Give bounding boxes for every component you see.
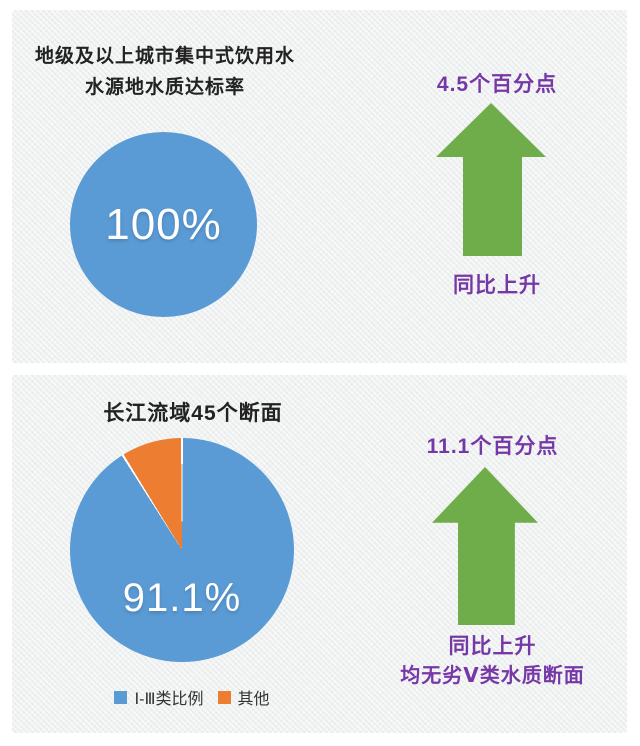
up-arrow-icon (436, 103, 546, 256)
yangtze-chart-title: 长江流域45个断面 (103, 402, 283, 425)
panel-drinking-water: 地级及以上城市集中式饮用水 水源地水质达标率 100% 4.5个百分点 同比上升 (12, 10, 627, 363)
circle-value-label: 100% (105, 199, 222, 249)
change-value-text: 11.1个百分点 (426, 435, 559, 458)
legend-label: Ⅰ-Ⅲ类比例 (134, 691, 204, 708)
pie-value-label: 91.1% (122, 576, 242, 620)
change-note-label: 均无劣Ⅴ类水质断面 (400, 665, 585, 687)
chart-title-line1: 地级及以上城市集中式饮用水 (34, 46, 295, 67)
legend: Ⅰ-Ⅲ类比例 其他 (12, 685, 372, 709)
change-direction-label: 同比上升 (448, 635, 537, 658)
legend-swatch-blue-icon (114, 690, 128, 704)
full-pie-circle: 100% (70, 132, 257, 317)
panel-yangtze-sections: 长江流域45个断面 91.1% Ⅰ-Ⅲ类比例 其他 11.1个百分点 同比上升 … (12, 375, 627, 733)
legend-item: 其他 (217, 685, 270, 709)
legend-swatch-orange-icon (217, 690, 231, 704)
change-value-text: 4.5个百分点 (436, 73, 558, 96)
legend-item: Ⅰ-Ⅲ类比例 (114, 685, 204, 709)
pie-chart: 91.1% (70, 438, 294, 662)
chart-title-line2: 水源地水质达标率 (84, 77, 245, 98)
legend-label: 其他 (237, 691, 270, 708)
up-arrow-icon (432, 467, 538, 625)
change-direction-label: 同比上升 (453, 274, 541, 297)
drinking-water-chart-title: 地级及以上城市集中式饮用水 水源地水质达标率 (12, 41, 318, 103)
